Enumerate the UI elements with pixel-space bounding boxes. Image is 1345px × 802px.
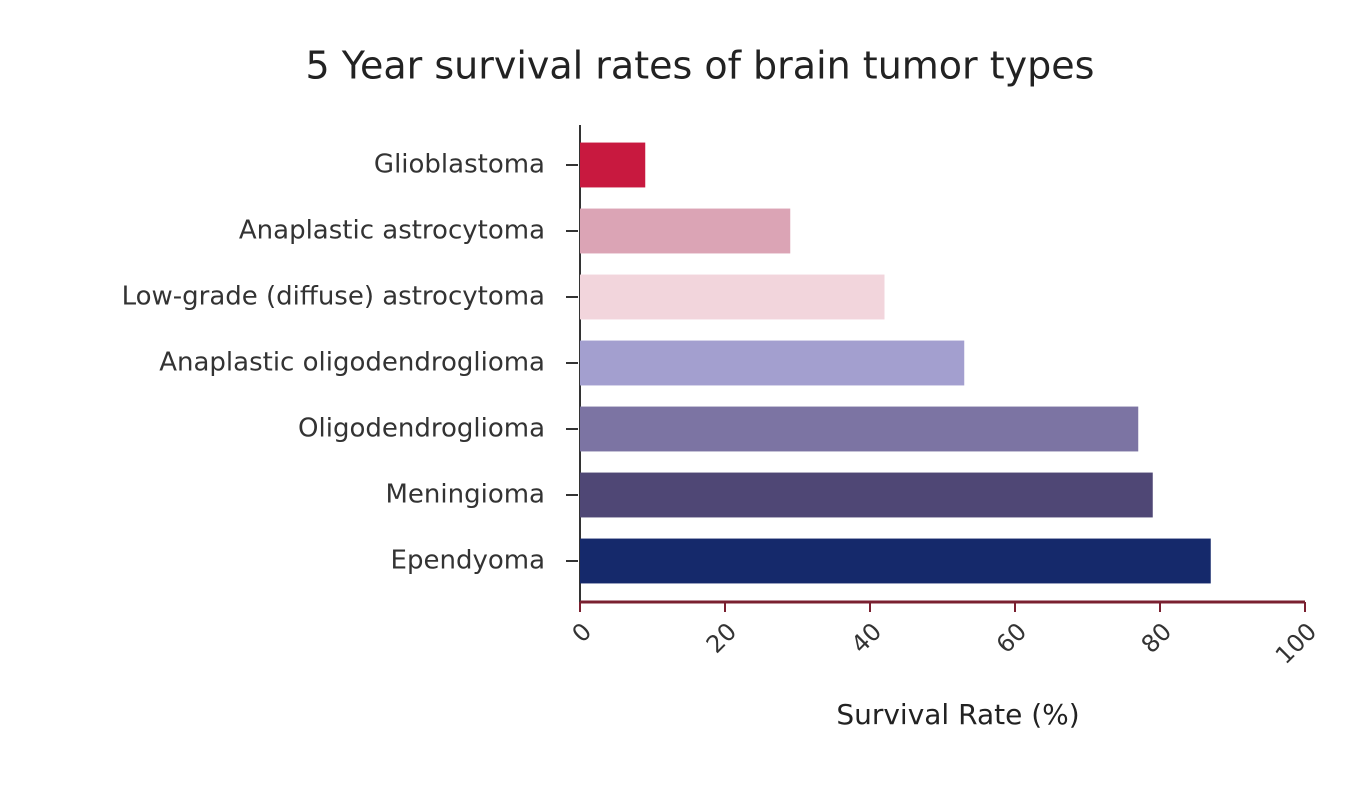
bar: [580, 472, 1153, 518]
y-tick-label: Low-grade (diffuse) astrocytoma: [122, 282, 545, 312]
x-tick-label: 80: [1136, 617, 1177, 658]
y-tick-label: Ependyoma: [391, 546, 545, 576]
y-tick-label: Anaplastic oligodendroglioma: [159, 348, 545, 378]
bar: [580, 406, 1139, 452]
x-tick-label: 20: [701, 617, 742, 658]
x-tick-label: 40: [846, 617, 887, 658]
x-tick-label: 60: [991, 617, 1032, 658]
y-tick-label: Anaplastic astrocytoma: [239, 216, 545, 246]
y-tick-label: Oligodendroglioma: [298, 414, 545, 444]
bar: [580, 340, 965, 386]
bar: [580, 208, 791, 254]
bar: [580, 538, 1211, 584]
bar: [580, 274, 885, 320]
chart-title: 5 Year survival rates of brain tumor typ…: [306, 44, 1095, 88]
x-tick-label: 100: [1270, 617, 1322, 669]
x-tick-label: 0: [567, 617, 598, 648]
y-tick-label: Glioblastoma: [374, 150, 545, 180]
y-tick-label: Meningioma: [385, 480, 545, 510]
bar: [580, 142, 646, 188]
x-axis-label: Survival Rate (%): [836, 698, 1079, 731]
